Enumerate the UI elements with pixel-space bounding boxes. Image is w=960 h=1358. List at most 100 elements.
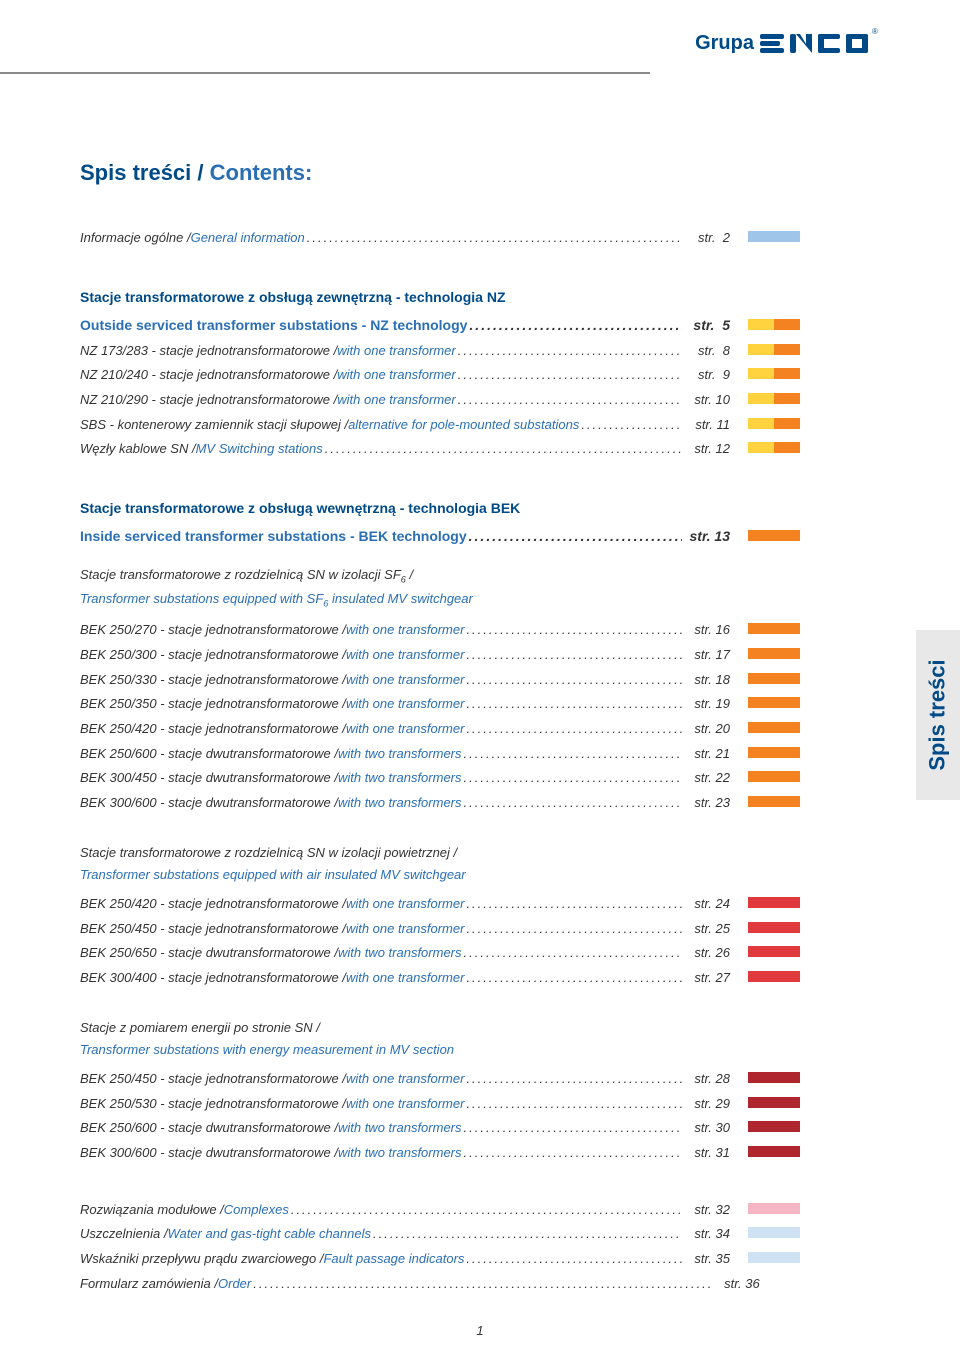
toc-label-pl: BEK 250/450 - stacje jednotransformatoro… bbox=[80, 1067, 346, 1092]
toc-label-en: alternative for pole-mounted substations bbox=[348, 413, 579, 438]
leader-dots bbox=[464, 717, 682, 742]
page-ref: str. 25 bbox=[682, 917, 730, 942]
color-swatch bbox=[748, 697, 774, 708]
leader-dots bbox=[462, 941, 682, 966]
color-swatch-pair bbox=[748, 442, 800, 453]
color-swatch-pair bbox=[748, 368, 800, 379]
toc-label-en: MV Switching stations bbox=[196, 437, 323, 462]
color-swatch bbox=[748, 231, 774, 242]
leader-dots bbox=[462, 766, 682, 791]
page-ref: str. 5 bbox=[682, 311, 730, 339]
toc-line: BEK 300/600 - stacje dwutransformatorowe… bbox=[80, 791, 800, 816]
leader-dots bbox=[464, 966, 682, 991]
toc-label-pl: SBS - kontenerowy zamiennik stacji słupo… bbox=[80, 413, 348, 438]
color-swatch-pair bbox=[748, 971, 800, 982]
color-swatch-pair bbox=[748, 231, 800, 242]
leader-dots bbox=[251, 1272, 712, 1297]
toc-line: NZ 210/290 - stacje jednotransformatorow… bbox=[80, 388, 800, 413]
toc-line: NZ 173/283 - stacje jednotransformatorow… bbox=[80, 339, 800, 364]
color-swatch bbox=[774, 231, 800, 242]
toc-label-pl: Rozwiązania modułowe / bbox=[80, 1198, 224, 1223]
page-title: Spis treści / Contents: bbox=[80, 160, 880, 186]
toc-section-header: Stacje transformatorowe z obsługą zewnęt… bbox=[80, 283, 800, 339]
page-ref: str. 31 bbox=[682, 1141, 730, 1166]
toc-label-en: with one transformer bbox=[346, 668, 465, 693]
subheader-en: Transformer substations equipped with ai… bbox=[80, 864, 800, 886]
toc-subheader: Stacje transformatorowe z rozdzielnicą S… bbox=[80, 842, 800, 886]
toc-line: BEK 250/650 - stacje dwutransformatorowe… bbox=[80, 941, 800, 966]
toc-subheader: Stacje z pomiarem energii po stronie SN … bbox=[80, 1017, 800, 1061]
toc-label-en: with two transformers bbox=[338, 742, 462, 767]
toc-label-en: with one transformer bbox=[346, 692, 465, 717]
page-ref: str. 23 bbox=[682, 791, 730, 816]
color-swatch bbox=[748, 319, 774, 330]
toc-label-pl: Informacje ogólne / bbox=[80, 226, 191, 251]
color-swatch bbox=[748, 530, 774, 541]
page-ref: str. 18 bbox=[682, 668, 730, 693]
toc-label-en: with one transformer bbox=[337, 363, 456, 388]
color-swatch bbox=[748, 368, 774, 379]
page-ref: str. 19 bbox=[682, 692, 730, 717]
page-ref: str. 11 bbox=[682, 413, 730, 438]
page-ref: str. 9 bbox=[682, 363, 730, 388]
color-swatch bbox=[748, 971, 774, 982]
toc-label-en: with one transformer bbox=[346, 966, 465, 991]
leader-dots bbox=[464, 1092, 682, 1117]
toc-label-en: with one transformer bbox=[346, 618, 465, 643]
toc-content: Informacje ogólne / General informations… bbox=[80, 226, 800, 1296]
logo-group-text: Grupa bbox=[695, 32, 754, 55]
toc-label-en: with two transformers bbox=[338, 1141, 462, 1166]
leader-dots bbox=[462, 1141, 682, 1166]
toc-line: BEK 250/270 - stacje jednotransformatoro… bbox=[80, 618, 800, 643]
toc-section-header: Stacje transformatorowe z obsługą wewnęt… bbox=[80, 494, 800, 550]
color-swatch-pair bbox=[748, 344, 800, 355]
leader-dots bbox=[323, 437, 682, 462]
page-ref: str. 32 bbox=[682, 1198, 730, 1223]
page-ref: str. 12 bbox=[682, 437, 730, 462]
color-swatch-pair bbox=[748, 418, 800, 429]
color-swatch bbox=[774, 1121, 800, 1132]
toc-line: BEK 250/600 - stacje dwutransformatorowe… bbox=[80, 1116, 800, 1141]
color-swatch-pair bbox=[748, 648, 800, 659]
toc-line: Węzły kablowe SN / MV Switching stations… bbox=[80, 437, 800, 462]
toc-label-pl: BEK 250/330 - stacje jednotransformatoro… bbox=[80, 668, 346, 693]
leader-dots bbox=[456, 388, 682, 413]
toc-label-en: with one transformer bbox=[346, 643, 465, 668]
color-swatch-pair bbox=[748, 623, 800, 634]
toc-label-pl: BEK 300/450 - stacje dwutransformatorowe… bbox=[80, 766, 338, 791]
toc-label-pl: NZ 210/240 - stacje jednotransformatorow… bbox=[80, 363, 337, 388]
toc-line: BEK 250/420 - stacje jednotransformatoro… bbox=[80, 892, 800, 917]
toc-line: Wskaźniki przepływu prądu zwarciowego / … bbox=[80, 1247, 800, 1272]
color-swatch-pair bbox=[748, 697, 800, 708]
color-swatch bbox=[774, 442, 800, 453]
color-swatch bbox=[748, 1252, 774, 1263]
toc-label-pl: Formularz zamówienia / bbox=[80, 1272, 218, 1297]
page-ref: str. 27 bbox=[682, 966, 730, 991]
color-swatch-pair bbox=[748, 747, 800, 758]
color-swatch bbox=[748, 771, 774, 782]
color-swatch-pair bbox=[748, 771, 800, 782]
toc-label-pl: BEK 250/650 - stacje dwutransformatorowe… bbox=[80, 941, 338, 966]
toc-label-en: with one transformer bbox=[346, 1092, 465, 1117]
toc-line: BEK 300/400 - stacje jednotransformatoro… bbox=[80, 966, 800, 991]
page-number: 1 bbox=[476, 1323, 483, 1338]
page-ref: str. 30 bbox=[682, 1116, 730, 1141]
color-swatch bbox=[774, 673, 800, 684]
toc-label-en: Complexes bbox=[224, 1198, 289, 1223]
side-tab: Spis treści bbox=[916, 630, 960, 800]
page-ref: str. 29 bbox=[682, 1092, 730, 1117]
page-ref: str. 13 bbox=[682, 522, 730, 550]
toc-line: BEK 250/420 - stacje jednotransformatoro… bbox=[80, 717, 800, 742]
color-swatch bbox=[774, 771, 800, 782]
page-ref: str. 10 bbox=[682, 388, 730, 413]
section-gap bbox=[80, 816, 800, 828]
leader-dots bbox=[462, 1116, 682, 1141]
color-swatch bbox=[774, 1097, 800, 1108]
leader-dots bbox=[462, 791, 682, 816]
leader-dots bbox=[305, 226, 682, 251]
logo-mark-icon: ® bbox=[760, 28, 880, 58]
page-ref: str. 35 bbox=[682, 1247, 730, 1272]
subheader-pl: Stacje transformatorowe z rozdzielnicą S… bbox=[80, 564, 800, 588]
color-swatch bbox=[774, 971, 800, 982]
leader-dots bbox=[456, 339, 682, 364]
